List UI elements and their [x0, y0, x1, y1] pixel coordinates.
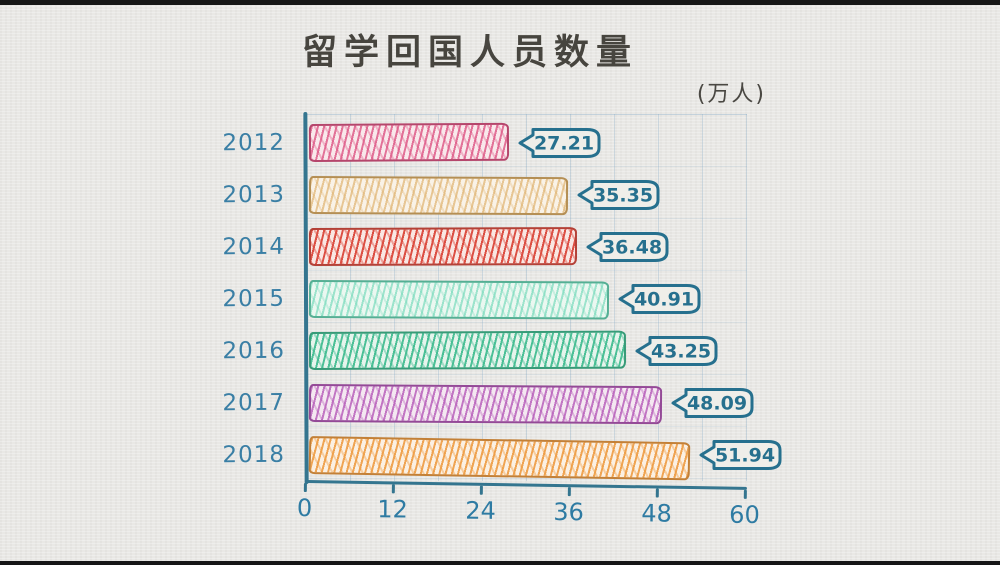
svg-text:40.91: 40.91: [634, 289, 694, 311]
bar-track: 40.91: [307, 273, 887, 325]
year-label: 2016: [222, 337, 286, 365]
year-label: 2013: [222, 181, 286, 209]
bar: [308, 227, 578, 266]
bar: [308, 280, 610, 320]
tick-label: 12: [377, 495, 408, 524]
bar: [308, 176, 569, 216]
tick-mark: [303, 482, 307, 493]
bar: [308, 330, 627, 370]
tick-mark: [391, 484, 395, 494]
unit-label: (万人): [696, 82, 766, 107]
bar-row: 2014 36.48: [215, 221, 887, 273]
year-label: 2012: [222, 129, 286, 157]
tick-label: 36: [553, 498, 584, 527]
bar-row: 2017 48.09: [215, 377, 887, 429]
tick-label: 60: [729, 500, 760, 530]
value-callout: 48.09: [668, 385, 756, 421]
svg-text:27.21: 27.21: [534, 133, 594, 155]
letterbox-top: [0, 0, 1000, 5]
bar-row: 2018 51.94: [215, 429, 887, 481]
svg-text:36.48: 36.48: [602, 237, 662, 259]
svg-text:48.09: 48.09: [687, 393, 747, 415]
bar-row: 2016 43.25: [215, 325, 887, 377]
year-label: 2015: [222, 285, 286, 313]
value-callout: 40.91: [615, 281, 703, 317]
value-callout: 35.35: [574, 177, 662, 213]
tick-label: 48: [641, 499, 672, 528]
bar-row: 2015 40.91: [215, 273, 887, 325]
value-callout: 51.94: [696, 437, 784, 473]
chart-title: 留学回国人员数量: [301, 33, 638, 73]
tick-label: 24: [465, 496, 496, 525]
bar-track: 27.21: [307, 117, 887, 169]
value-callout: 27.21: [515, 125, 603, 161]
svg-text:43.25: 43.25: [651, 341, 711, 363]
bar-track: 48.09: [307, 377, 887, 429]
bar-track: 35.35: [307, 169, 887, 221]
x-axis: 0 12 24 36 48 60: [297, 480, 760, 547]
year-label: 2018: [222, 441, 286, 469]
tick-mark: [655, 488, 659, 498]
bar-track: 36.48: [307, 221, 887, 273]
value-callout: 43.25: [632, 333, 720, 369]
letterbox-bottom: [0, 561, 1000, 565]
tick-mark: [743, 489, 747, 499]
tick-label: 0: [296, 493, 313, 523]
bar-row: 2012 27.21: [215, 117, 887, 169]
bar: [308, 384, 663, 425]
svg-text:35.35: 35.35: [593, 185, 653, 207]
x-axis-line: [304, 480, 747, 490]
tick-mark: [479, 485, 483, 495]
year-label: 2017: [222, 389, 286, 417]
bar-track: 51.94: [307, 429, 887, 481]
tick-mark: [567, 487, 571, 497]
bar: [308, 436, 691, 481]
svg-text:51.94: 51.94: [715, 445, 775, 467]
bar-track: 43.25: [307, 325, 887, 377]
bar-row: 2013 35.35: [215, 169, 887, 221]
value-callout: 36.48: [583, 229, 671, 265]
bar: [308, 122, 510, 162]
year-label: 2014: [222, 233, 286, 261]
bar-rows: 2012 27.21 2013 35.35 2014 36.48 2015 40.91 2016…: [215, 117, 887, 481]
